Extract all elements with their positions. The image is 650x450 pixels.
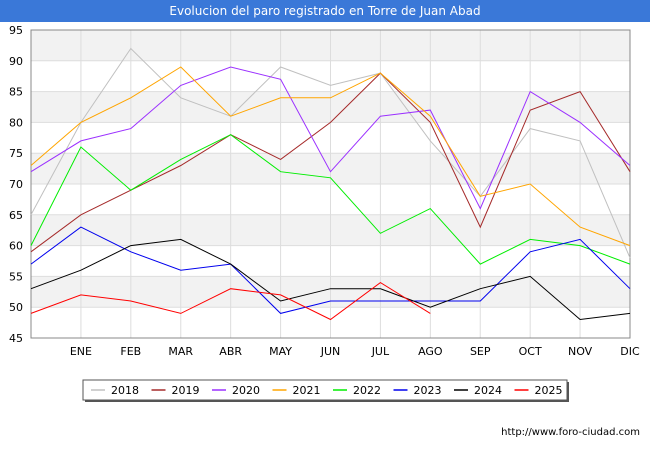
series-line-2020 <box>30 66 631 210</box>
legend-label-2020: 2020 <box>232 384 260 397</box>
x-tick-label: SEP <box>470 345 491 358</box>
source-url: http://www.foro-ciudad.com <box>501 427 640 438</box>
plot-area <box>30 29 631 339</box>
y-tick-label: 65 <box>9 209 23 222</box>
legend-label-2025: 2025 <box>535 384 563 397</box>
legend: 2018 2019 2020 2021 2022 2023 2024 2025 <box>82 379 569 402</box>
y-tick-label: 60 <box>9 240 23 253</box>
x-tick-label: NOV <box>568 345 593 358</box>
series-lines <box>30 47 631 321</box>
y-tick-label: 55 <box>9 270 23 283</box>
series-line-2018 <box>30 47 631 259</box>
series-line-2022 <box>30 134 631 265</box>
y-tick-label: 50 <box>9 301 23 314</box>
y-tick-label: 70 <box>9 178 23 191</box>
chart-title: Evolucion del paro registrado en Torre d… <box>0 0 650 22</box>
x-tick-label: OCT <box>519 345 542 358</box>
series-line-2021 <box>30 66 631 247</box>
y-tick-label: 80 <box>9 116 23 129</box>
x-tick-label: MAR <box>168 345 193 358</box>
x-tick-label: AGO <box>418 345 443 358</box>
x-axis-ticks: ENE FEB MAR ABR MAY JUN JUL AGO SEP OCT NOV DIC <box>70 345 640 358</box>
legend-label-2024: 2024 <box>474 384 502 397</box>
x-tick-label: DIC <box>620 345 640 358</box>
legend-label-2023: 2023 <box>414 384 442 397</box>
x-tick-label: FEB <box>120 345 141 358</box>
y-tick-label: 90 <box>9 55 23 68</box>
y-axis-ticks: 45 50 55 60 65 70 75 80 85 90 95 <box>9 24 23 345</box>
legend-label-2022: 2022 <box>353 384 381 397</box>
series-line-2025 <box>30 281 431 321</box>
x-tick-label: ENE <box>70 345 92 358</box>
x-tick-label: MAY <box>269 345 292 358</box>
legend-label-2019: 2019 <box>172 384 200 397</box>
y-tick-label: 95 <box>9 24 23 37</box>
series-line-2024 <box>30 238 631 321</box>
x-tick-label: JUN <box>320 345 341 358</box>
legend-label-2018: 2018 <box>111 384 139 397</box>
legend-label-2021: 2021 <box>293 384 321 397</box>
y-tick-label: 45 <box>9 332 23 345</box>
y-tick-label: 85 <box>9 86 23 99</box>
x-tick-label: ABR <box>219 345 242 358</box>
series-line-2023 <box>30 226 631 314</box>
y-tick-label: 75 <box>9 147 23 160</box>
x-tick-label: JUL <box>371 345 390 358</box>
legend-box <box>82 379 568 401</box>
